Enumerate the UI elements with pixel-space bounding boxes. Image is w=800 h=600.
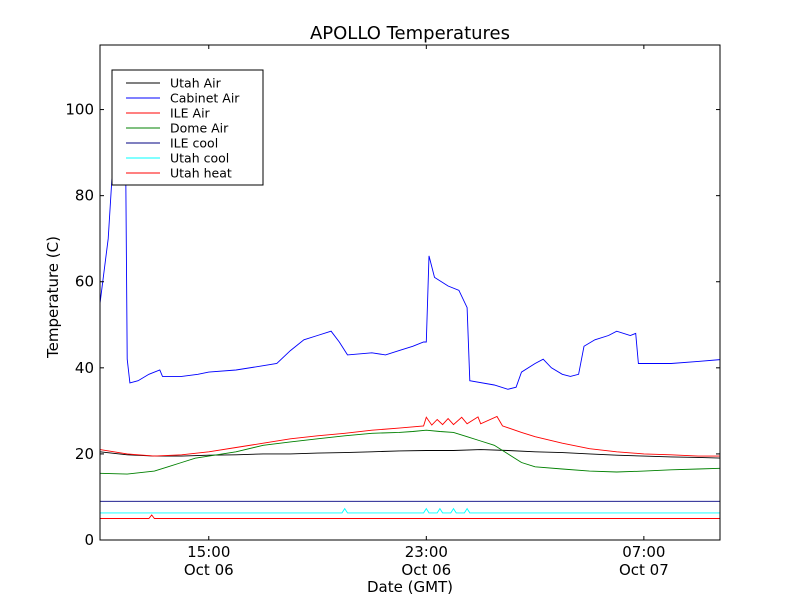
legend-label: Utah heat [170,166,232,181]
y-axis-label: Temperature (C) [44,236,62,359]
series-line-utah-cool [100,507,720,514]
series-line-ile-air [100,415,720,457]
x-tick-label-time: 23:00 [405,543,448,561]
y-tick-label: 80 [75,187,94,205]
legend-label: Cabinet Air [170,91,240,106]
x-axis-label: Date (GMT) [367,578,453,596]
legend-label: ILE Air [170,106,211,121]
x-tick-label-date: Oct 06 [401,561,451,579]
plot-frame [99,44,721,541]
legend-label: ILE cool [170,136,218,151]
legend-label: Dome Air [170,121,229,136]
x-tick-label-time: 15:00 [187,543,230,561]
y-tick-label: 20 [75,445,94,463]
y-axis-ticks: 0 20 40 60 80 100 [65,101,720,549]
x-tick-label-date: Oct 07 [619,561,669,579]
y-tick-label: 60 [75,273,94,291]
x-tick-label-time: 07:00 [622,543,665,561]
series-line-utah-heat [100,514,720,519]
chart-title: APOLLO Temperatures [310,23,510,44]
legend-label: Utah cool [170,151,229,166]
y-tick-label: 100 [65,101,94,119]
x-tick-label-date: Oct 06 [184,561,234,579]
series-line-cabinet-air [100,128,720,390]
series-layer [100,128,720,519]
y-tick-label: 40 [75,359,94,377]
series-line-utah-air [100,449,720,459]
legend-label: Utah Air [170,76,222,91]
series-line-dome-air [100,429,720,475]
y-tick-label: 0 [84,531,94,549]
